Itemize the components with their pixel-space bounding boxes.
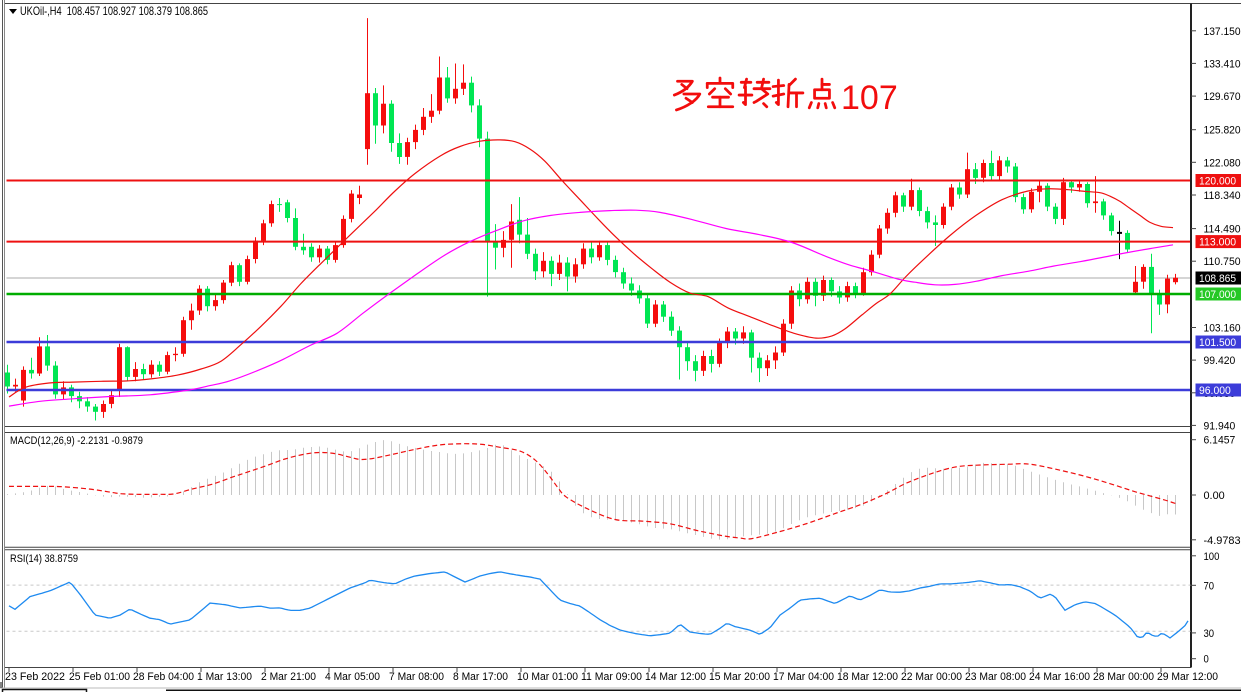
svg-text:29 Mar 12:00: 29 Mar 12:00 [1157,671,1218,683]
svg-text:100: 100 [1204,551,1220,563]
svg-text:113.000: 113.000 [1199,237,1236,249]
svg-text:15 Mar 20:00: 15 Mar 20:00 [709,671,770,683]
svg-text:107: 107 [841,79,898,117]
svg-text:0.00: 0.00 [1204,490,1225,502]
svg-text:122.080: 122.080 [1204,157,1241,169]
svg-text:137.150: 137.150 [1204,26,1241,38]
svg-text:MACD(12,26,9) -2.2131 -0.9879: MACD(12,26,9) -2.2131 -0.9879 [10,435,143,447]
svg-text:-4.9783: -4.9783 [1204,535,1241,547]
svg-text:22 Mar 00:00: 22 Mar 00:00 [901,671,962,683]
svg-text:99.420: 99.420 [1204,355,1236,367]
svg-text:129.670: 129.670 [1204,91,1241,103]
svg-text:28 Feb 04:00: 28 Feb 04:00 [133,671,194,683]
svg-text:91.940: 91.940 [1204,420,1236,432]
svg-text:120.000: 120.000 [1199,176,1236,188]
svg-text:14 Mar 12:00: 14 Mar 12:00 [645,671,706,683]
svg-text:23 Feb 2022: 23 Feb 2022 [5,671,65,683]
svg-text:133.410: 133.410 [1204,58,1241,70]
svg-text:17 Mar 04:00: 17 Mar 04:00 [773,671,834,683]
svg-text:24 Mar 16:00: 24 Mar 16:00 [1029,671,1090,683]
svg-text:UKOil-,H4 108.457 108.927 108: UKOil-,H4 108.457 108.927 108.379 108.86… [20,4,208,18]
svg-text:18 Mar 12:00: 18 Mar 12:00 [837,671,898,683]
svg-text:70: 70 [1204,580,1215,592]
svg-text:25 Feb 01:00: 25 Feb 01:00 [69,671,130,683]
svg-text:125.820: 125.820 [1204,125,1241,137]
svg-text:11 Mar 09:00: 11 Mar 09:00 [581,671,642,683]
svg-text:107.000: 107.000 [1199,289,1236,301]
svg-text:1 Mar 13:00: 1 Mar 13:00 [197,671,252,683]
svg-text:2 Mar 21:00: 2 Mar 21:00 [261,671,316,683]
svg-text:28 Mar 00:00: 28 Mar 00:00 [1093,671,1154,683]
svg-text:118.340: 118.340 [1204,190,1241,202]
svg-text:6.1457: 6.1457 [1204,435,1236,447]
svg-text:23 Mar 08:00: 23 Mar 08:00 [965,671,1026,683]
svg-text:RSI(14) 38.8759: RSI(14) 38.8759 [10,553,78,565]
svg-text:8 Mar 17:00: 8 Mar 17:00 [453,671,508,683]
svg-text:0: 0 [1204,654,1209,666]
svg-text:4 Mar 05:00: 4 Mar 05:00 [325,671,380,683]
svg-text:10 Mar 01:00: 10 Mar 01:00 [517,671,578,683]
svg-text:108.865: 108.865 [1199,273,1236,285]
svg-text:7 Mar 08:00: 7 Mar 08:00 [389,671,444,683]
svg-text:96.000: 96.000 [1199,385,1231,397]
svg-text:101.500: 101.500 [1199,337,1236,349]
svg-text:110.750: 110.750 [1204,256,1241,268]
svg-text:114.490: 114.490 [1204,224,1241,236]
svg-text:103.160: 103.160 [1204,323,1241,335]
svg-text:30: 30 [1204,628,1215,640]
